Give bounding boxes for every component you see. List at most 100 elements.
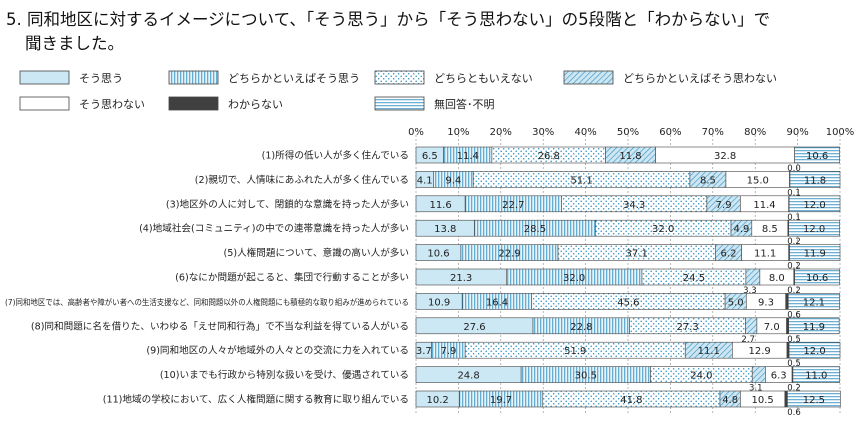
data-label: 34.3: [623, 200, 645, 211]
data-label: 32.8: [714, 151, 736, 162]
data-label: 0.2: [787, 237, 801, 247]
bar-segment: [787, 390, 841, 408]
data-label: 0.6: [787, 408, 801, 418]
category-label: (8)同和問題に名を借りた、いわゆる「えせ同和行為」で不当な利益を得ている人がい…: [31, 320, 409, 332]
data-label: 5.0: [728, 297, 744, 308]
bars: [415, 146, 841, 408]
data-label: 2.7: [741, 335, 755, 345]
data-label: 28.5: [524, 224, 546, 235]
legend-swatch-7: [374, 96, 425, 111]
data-label: 32.0: [563, 273, 585, 284]
data-label: 12.0: [803, 200, 825, 211]
data-label: 3.1: [749, 384, 763, 394]
bar-segment: [787, 293, 840, 310]
data-label: 7.9: [716, 200, 732, 211]
data-label: 30.5: [575, 371, 597, 382]
data-label: 6.5: [422, 151, 438, 162]
data-label: 11.8: [804, 175, 826, 186]
data-label: 11.1: [754, 249, 776, 260]
data-label: 0.6: [787, 310, 801, 320]
category-labels: (1)所得の低い人が多く住んでいる (2)親切で、人情味にあふれた人が多く住んでい…: [5, 150, 409, 406]
data-label: 0.5: [787, 335, 801, 345]
data-label: 12.0: [803, 224, 825, 235]
data-label: 27.6: [463, 322, 485, 333]
tick-label: 30%: [532, 127, 554, 138]
category-label: (9)同和地区の人々が地域外の人々との交流に力を入れている: [146, 345, 409, 357]
data-label: 11.6: [429, 200, 451, 211]
data-label: 37.1: [626, 249, 648, 260]
category-label: (5)人権問題について、意識の高い人が多い: [223, 247, 409, 259]
legend-label-7: 無回答･不明: [434, 97, 495, 111]
data-label: 9.4: [445, 175, 461, 186]
legend-label-4: どちらかといえばそう思わない: [623, 72, 777, 85]
chart-title-line1: 5. 同和地区に対するイメージについて、「そう思う」から「そう思わない」の5段階…: [6, 10, 770, 29]
legend-label-2: どちらかといえばそう思う: [228, 72, 360, 85]
legend-label-5: そう思わない: [79, 98, 145, 111]
data-label: 10.9: [428, 297, 450, 308]
data-label: 12.9: [749, 346, 771, 357]
data-label: 11.8: [619, 151, 641, 162]
data-label: 24.0: [690, 371, 712, 382]
data-label: 10.6: [806, 273, 828, 284]
data-label: 4.1: [417, 175, 433, 186]
tick-label: 70%: [702, 127, 724, 138]
data-label: 11.0: [805, 371, 827, 382]
data-label: 0.1: [787, 213, 801, 223]
bar-segment: [794, 268, 840, 286]
tick-label: 60%: [659, 127, 681, 138]
data-label: 16.4: [486, 297, 508, 308]
data-label: 27.3: [676, 322, 698, 333]
data-label: 11.4: [457, 151, 479, 162]
data-label: 12.0: [803, 346, 825, 357]
category-label: (10)いまでも行政から特別な扱いを受け、優遇されている: [160, 369, 409, 381]
data-label: 6.3: [771, 371, 787, 382]
tick-label: 40%: [574, 127, 596, 138]
data-label: 8.5: [762, 224, 778, 235]
category-label: (2)親切で、人情味にあふれた人が多く住んでいる: [195, 174, 409, 186]
bar-segment: [789, 244, 841, 261]
bar-segment: [792, 366, 840, 383]
tick-label: 50%: [617, 127, 639, 138]
legend-swatch-6: [168, 96, 219, 111]
legend-swatch-3: [374, 70, 425, 85]
legend-swatch-1: [19, 70, 70, 85]
category-label: (1)所得の低い人が多く住んでいる: [262, 150, 409, 162]
tick-label: 20%: [490, 127, 512, 138]
category-label: (6)なにか問題が起こると、集団で行動することが多い: [175, 272, 409, 284]
tick-label: 80%: [744, 127, 766, 138]
legend: そう思う どちらかといえばそう思う どちらともいえない どちらかといえばそう思わないそ…: [19, 70, 777, 111]
data-label: 8.0: [769, 273, 785, 284]
category-label: (4)地域社会(コミュニティ)の中での連帯意識を持った人が多い: [139, 223, 409, 235]
bar-segment: [788, 317, 840, 335]
data-label: 45.6: [617, 297, 639, 308]
data-labels: 6.5 11.4 26.8 11.8 32.8 0.0 10.6 4.1 9.4 51.1 8.5 1…: [416, 151, 828, 418]
data-label: 4.9: [733, 224, 749, 235]
data-label: 51.9: [564, 346, 586, 357]
tick-label: 90%: [786, 127, 808, 138]
tick-label: 10%: [447, 127, 469, 138]
data-label: 0.2: [787, 262, 801, 272]
tick-label: 100%: [826, 127, 855, 138]
data-label: 10.6: [427, 249, 449, 260]
data-label: 0.0: [787, 164, 801, 174]
x-axis-ticks: 0% 10% 20% 30% 40% 50% 60% 70% 80% 90% 100%: [408, 127, 854, 138]
data-label: 10.5: [751, 395, 773, 406]
bar-segment: [745, 268, 761, 286]
data-label: 24.8: [457, 371, 479, 382]
category-label: (3)地区外の人に対して、閉鎖的な意識を持った人が多い: [166, 198, 409, 210]
data-label: 0.5: [787, 359, 801, 369]
bar-segment: [794, 146, 840, 164]
data-label: 11.9: [803, 322, 825, 333]
data-label: 13.8: [434, 224, 456, 235]
data-label: 22.7: [502, 200, 524, 211]
data-label: 11.4: [753, 200, 775, 211]
data-label: 22.8: [570, 322, 592, 333]
data-label: 22.9: [498, 249, 520, 260]
bar-segment: [788, 219, 840, 237]
data-label: 8.5: [700, 175, 716, 186]
legend-swatch-2: [168, 70, 219, 85]
data-label: 7.9: [440, 346, 456, 357]
category-label: (11)地域の学校において、広く人権問題に関する教育に取り組んでいる: [103, 394, 409, 406]
bar-segment: [745, 317, 758, 335]
